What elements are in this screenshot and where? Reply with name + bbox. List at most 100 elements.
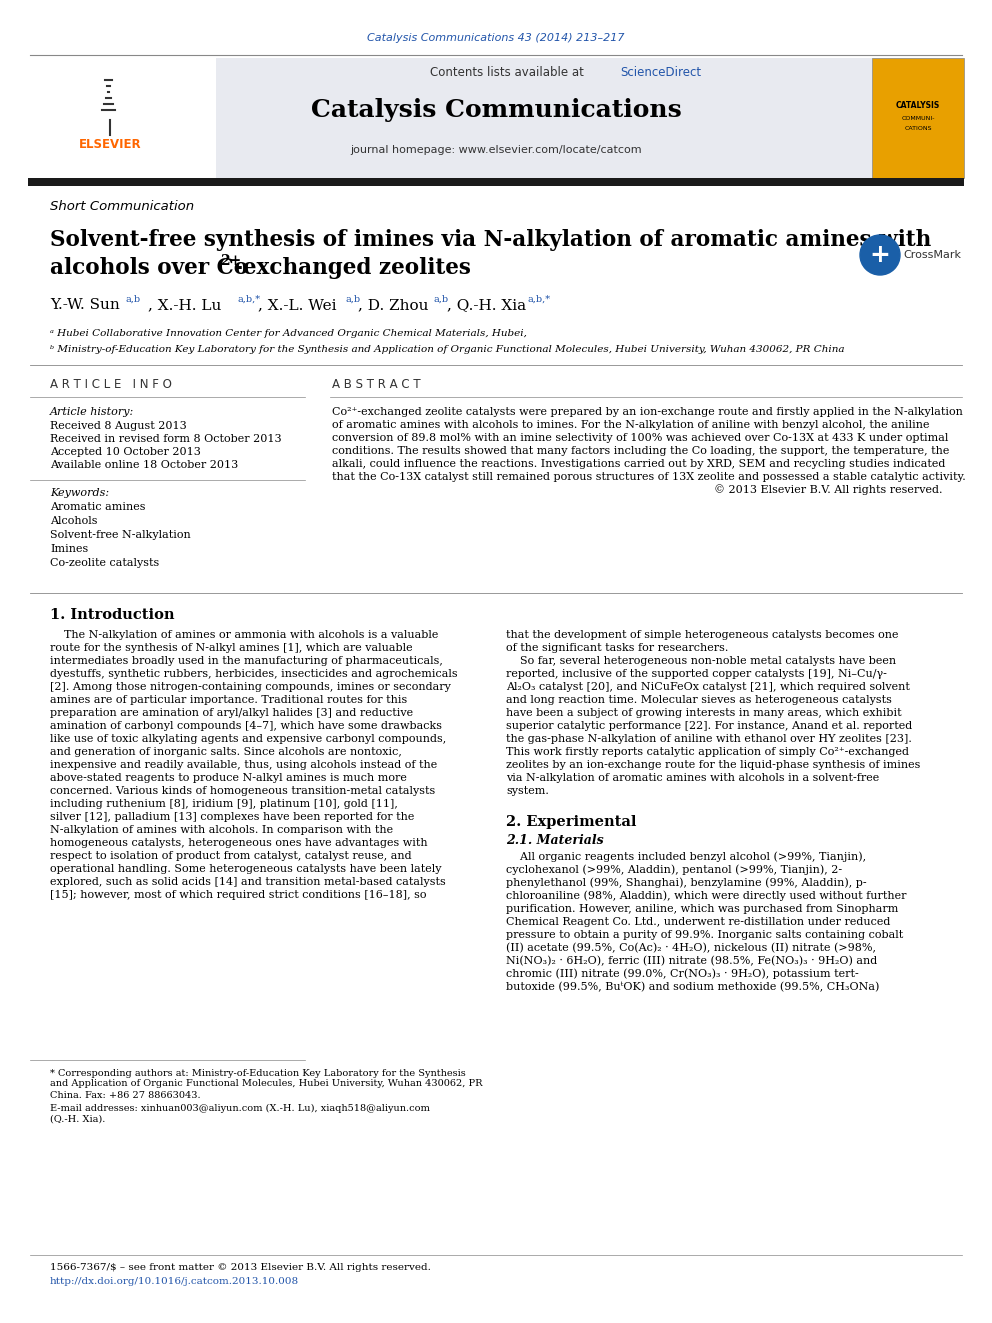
Text: of the significant tasks for researchers.: of the significant tasks for researchers… xyxy=(506,643,728,654)
Text: ᵇ Ministry-of-Education Key Laboratory for the Synthesis and Application of Orga: ᵇ Ministry-of-Education Key Laboratory f… xyxy=(50,344,844,353)
Text: Co²⁺-exchanged zeolite catalysts were prepared by an ion-exchange route and firs: Co²⁺-exchanged zeolite catalysts were pr… xyxy=(332,407,963,417)
Text: , X.-H. Lu: , X.-H. Lu xyxy=(148,298,221,312)
Text: E-mail addresses: xinhuan003@aliyun.com (X.-H. Lu), xiaqh518@aliyun.com: E-mail addresses: xinhuan003@aliyun.com … xyxy=(50,1103,430,1113)
Text: 1. Introduction: 1. Introduction xyxy=(50,609,175,622)
Text: 2. Experimental: 2. Experimental xyxy=(506,815,637,830)
Text: (Q.-H. Xia).: (Q.-H. Xia). xyxy=(50,1114,105,1123)
Text: © 2013 Elsevier B.V. All rights reserved.: © 2013 Elsevier B.V. All rights reserved… xyxy=(713,484,942,495)
Text: -exchanged zeolites: -exchanged zeolites xyxy=(234,257,471,279)
Bar xyxy=(28,58,216,179)
Text: ScienceDirect: ScienceDirect xyxy=(620,66,701,78)
Circle shape xyxy=(860,235,900,275)
Text: dyestuffs, synthetic rubbers, herbicides, insecticides and agrochemicals: dyestuffs, synthetic rubbers, herbicides… xyxy=(50,669,457,679)
Text: The N-alkylation of amines or ammonia with alcohols is a valuable: The N-alkylation of amines or ammonia wi… xyxy=(50,630,438,640)
Text: intermediates broadly used in the manufacturing of pharmaceuticals,: intermediates broadly used in the manufa… xyxy=(50,656,442,665)
Text: Accepted 10 October 2013: Accepted 10 October 2013 xyxy=(50,447,200,456)
Text: preparation are amination of aryl/alkyl halides [3] and reductive: preparation are amination of aryl/alkyl … xyxy=(50,708,413,718)
Text: alcohols over Co: alcohols over Co xyxy=(50,257,248,279)
Text: and long reaction time. Molecular sieves as heterogeneous catalysts: and long reaction time. Molecular sieves… xyxy=(506,695,892,705)
Text: Received 8 August 2013: Received 8 August 2013 xyxy=(50,421,186,431)
Text: superior catalytic performance [22]. For instance, Anand et al. reported: superior catalytic performance [22]. For… xyxy=(506,721,913,732)
Text: homogeneous catalysts, heterogeneous ones have advantages with: homogeneous catalysts, heterogeneous one… xyxy=(50,837,428,848)
Text: including ruthenium [8], iridium [9], platinum [10], gold [11],: including ruthenium [8], iridium [9], pl… xyxy=(50,799,398,808)
Text: a,b: a,b xyxy=(126,295,141,303)
Text: , X.-L. Wei: , X.-L. Wei xyxy=(258,298,336,312)
Text: a,b,*: a,b,* xyxy=(528,295,552,303)
Text: purification. However, aniline, which was purchased from Sinopharm: purification. However, aniline, which wa… xyxy=(506,904,899,914)
Text: Imines: Imines xyxy=(50,544,88,554)
Text: journal homepage: www.elsevier.com/locate/catcom: journal homepage: www.elsevier.com/locat… xyxy=(350,146,642,155)
Text: Alcohols: Alcohols xyxy=(50,516,97,527)
Text: ᵃ Hubei Collaborative Innovation Center for Advanced Organic Chemical Materials,: ᵃ Hubei Collaborative Innovation Center … xyxy=(50,329,527,339)
Text: Al₂O₃ catalyst [20], and NiCuFeOx catalyst [21], which required solvent: Al₂O₃ catalyst [20], and NiCuFeOx cataly… xyxy=(506,681,910,692)
Text: Available online 18 October 2013: Available online 18 October 2013 xyxy=(50,460,238,470)
Text: of aromatic amines with alcohols to imines. For the N-alkylation of aniline with: of aromatic amines with alcohols to imin… xyxy=(332,419,930,430)
Text: This work firstly reports catalytic application of simply Co²⁺-exchanged: This work firstly reports catalytic appl… xyxy=(506,747,909,757)
Text: operational handling. Some heterogeneous catalysts have been lately: operational handling. Some heterogeneous… xyxy=(50,864,441,875)
Text: Short Communication: Short Communication xyxy=(50,201,194,213)
Text: All organic reagents included benzyl alcohol (>99%, Tianjin),: All organic reagents included benzyl alc… xyxy=(506,852,866,863)
Text: above-stated reagents to produce N-alkyl amines is much more: above-stated reagents to produce N-alkyl… xyxy=(50,773,407,783)
Text: have been a subject of growing interests in many areas, which exhibit: have been a subject of growing interests… xyxy=(506,708,902,718)
Text: a,b: a,b xyxy=(345,295,360,303)
Text: [2]. Among those nitrogen-containing compounds, imines or secondary: [2]. Among those nitrogen-containing com… xyxy=(50,681,451,692)
Text: , Q.-H. Xia: , Q.-H. Xia xyxy=(447,298,526,312)
Text: chloroaniline (98%, Aladdin), which were directly used without further: chloroaniline (98%, Aladdin), which were… xyxy=(506,890,907,901)
Text: China. Fax: +86 27 88663043.: China. Fax: +86 27 88663043. xyxy=(50,1090,200,1099)
Text: that the Co-13X catalyst still remained porous structures of 13X zeolite and pos: that the Co-13X catalyst still remained … xyxy=(332,472,966,482)
Text: http://dx.doi.org/10.1016/j.catcom.2013.10.008: http://dx.doi.org/10.1016/j.catcom.2013.… xyxy=(50,1278,300,1286)
Text: (II) acetate (99.5%, Co(Ac)₂ · 4H₂O), nickelous (II) nitrate (>98%,: (II) acetate (99.5%, Co(Ac)₂ · 4H₂O), ni… xyxy=(506,943,876,953)
Text: respect to isolation of product from catalyst, catalyst reuse, and: respect to isolation of product from cat… xyxy=(50,851,412,861)
Text: Catalysis Communications 43 (2014) 213–217: Catalysis Communications 43 (2014) 213–2… xyxy=(367,33,625,44)
Text: butoxide (99.5%, BuᵗOK) and sodium methoxide (99.5%, CH₃ONa): butoxide (99.5%, BuᵗOK) and sodium metho… xyxy=(506,982,879,992)
Text: explored, such as solid acids [14] and transition metal-based catalysts: explored, such as solid acids [14] and t… xyxy=(50,877,445,886)
Text: A B S T R A C T: A B S T R A C T xyxy=(332,378,421,392)
Text: the gas-phase N-alkylation of aniline with ethanol over HY zeolites [23].: the gas-phase N-alkylation of aniline wi… xyxy=(506,734,912,744)
Text: system.: system. xyxy=(506,786,549,796)
Text: Keywords:: Keywords: xyxy=(50,488,109,497)
Text: a,b: a,b xyxy=(433,295,448,303)
Text: Aromatic amines: Aromatic amines xyxy=(50,501,146,512)
Text: and generation of inorganic salts. Since alcohols are nontoxic,: and generation of inorganic salts. Since… xyxy=(50,747,402,757)
Text: 1566-7367/$ – see front matter © 2013 Elsevier B.V. All rights reserved.: 1566-7367/$ – see front matter © 2013 El… xyxy=(50,1263,431,1273)
Text: via N-alkylation of aromatic amines with alcohols in a solvent-free: via N-alkylation of aromatic amines with… xyxy=(506,773,879,783)
Text: +: + xyxy=(870,243,891,267)
Text: Solvent-free N-alkylation: Solvent-free N-alkylation xyxy=(50,531,190,540)
Text: chromic (III) nitrate (99.0%, Cr(NO₃)₃ · 9H₂O), potassium tert-: chromic (III) nitrate (99.0%, Cr(NO₃)₃ ·… xyxy=(506,968,859,979)
Text: COMMUNI-: COMMUNI- xyxy=(902,115,934,120)
Text: that the development of simple heterogeneous catalysts becomes one: that the development of simple heterogen… xyxy=(506,630,899,640)
Text: ELSEVIER: ELSEVIER xyxy=(78,139,141,152)
Text: , D. Zhou: , D. Zhou xyxy=(358,298,429,312)
Text: zeolites by an ion-exchange route for the liquid-phase synthesis of imines: zeolites by an ion-exchange route for th… xyxy=(506,759,921,770)
Bar xyxy=(872,58,964,179)
Text: 2+: 2+ xyxy=(220,254,241,269)
Text: CATALYSIS: CATALYSIS xyxy=(896,101,940,110)
Text: * Corresponding authors at: Ministry-of-Education Key Laboratory for the Synthes: * Corresponding authors at: Ministry-of-… xyxy=(50,1069,466,1077)
Text: a,b,*: a,b,* xyxy=(237,295,260,303)
Text: amination of carbonyl compounds [4–7], which have some drawbacks: amination of carbonyl compounds [4–7], w… xyxy=(50,721,442,732)
Text: [15]; however, most of which required strict conditions [16–18], so: [15]; however, most of which required st… xyxy=(50,890,427,900)
Text: amines are of particular importance. Traditional routes for this: amines are of particular importance. Tra… xyxy=(50,695,408,705)
Text: A R T I C L E   I N F O: A R T I C L E I N F O xyxy=(50,378,172,392)
Text: Ni(NO₃)₂ · 6H₂O), ferric (III) nitrate (98.5%, Fe(NO₃)₃ · 9H₂O) and: Ni(NO₃)₂ · 6H₂O), ferric (III) nitrate (… xyxy=(506,955,877,966)
Text: N-alkylation of amines with alcohols. In comparison with the: N-alkylation of amines with alcohols. In… xyxy=(50,826,393,835)
Text: Chemical Reagent Co. Ltd., underwent re-distillation under reduced: Chemical Reagent Co. Ltd., underwent re-… xyxy=(506,917,891,927)
Bar xyxy=(28,179,964,187)
Text: phenylethanol (99%, Shanghai), benzylamine (99%, Aladdin), p-: phenylethanol (99%, Shanghai), benzylami… xyxy=(506,877,867,888)
Text: CrossMark: CrossMark xyxy=(903,250,961,261)
Text: like use of toxic alkylating agents and expensive carbonyl compounds,: like use of toxic alkylating agents and … xyxy=(50,734,446,744)
Text: So far, several heterogeneous non-noble metal catalysts have been: So far, several heterogeneous non-noble … xyxy=(506,656,896,665)
Text: Solvent-free synthesis of imines via N-alkylation of aromatic amines with: Solvent-free synthesis of imines via N-a… xyxy=(50,229,931,251)
Text: Received in revised form 8 October 2013: Received in revised form 8 October 2013 xyxy=(50,434,282,445)
Text: Catalysis Communications: Catalysis Communications xyxy=(310,98,682,122)
Text: route for the synthesis of N-alkyl amines [1], which are valuable: route for the synthesis of N-alkyl amine… xyxy=(50,643,413,654)
Text: silver [12], palladium [13] complexes have been reported for the: silver [12], palladium [13] complexes ha… xyxy=(50,812,415,822)
Text: Co-zeolite catalysts: Co-zeolite catalysts xyxy=(50,558,160,568)
Bar xyxy=(28,58,964,179)
Text: Article history:: Article history: xyxy=(50,407,134,417)
Text: conversion of 89.8 mol% with an imine selectivity of 100% was achieved over Co-1: conversion of 89.8 mol% with an imine se… xyxy=(332,433,948,443)
Text: Contents lists available at: Contents lists available at xyxy=(430,66,587,78)
Text: Y.-W. Sun: Y.-W. Sun xyxy=(50,298,120,312)
Text: and Application of Organic Functional Molecules, Hubei University, Wuhan 430062,: and Application of Organic Functional Mo… xyxy=(50,1080,482,1089)
Text: cyclohexanol (>99%, Aladdin), pentanol (>99%, Tianjin), 2-: cyclohexanol (>99%, Aladdin), pentanol (… xyxy=(506,865,842,876)
